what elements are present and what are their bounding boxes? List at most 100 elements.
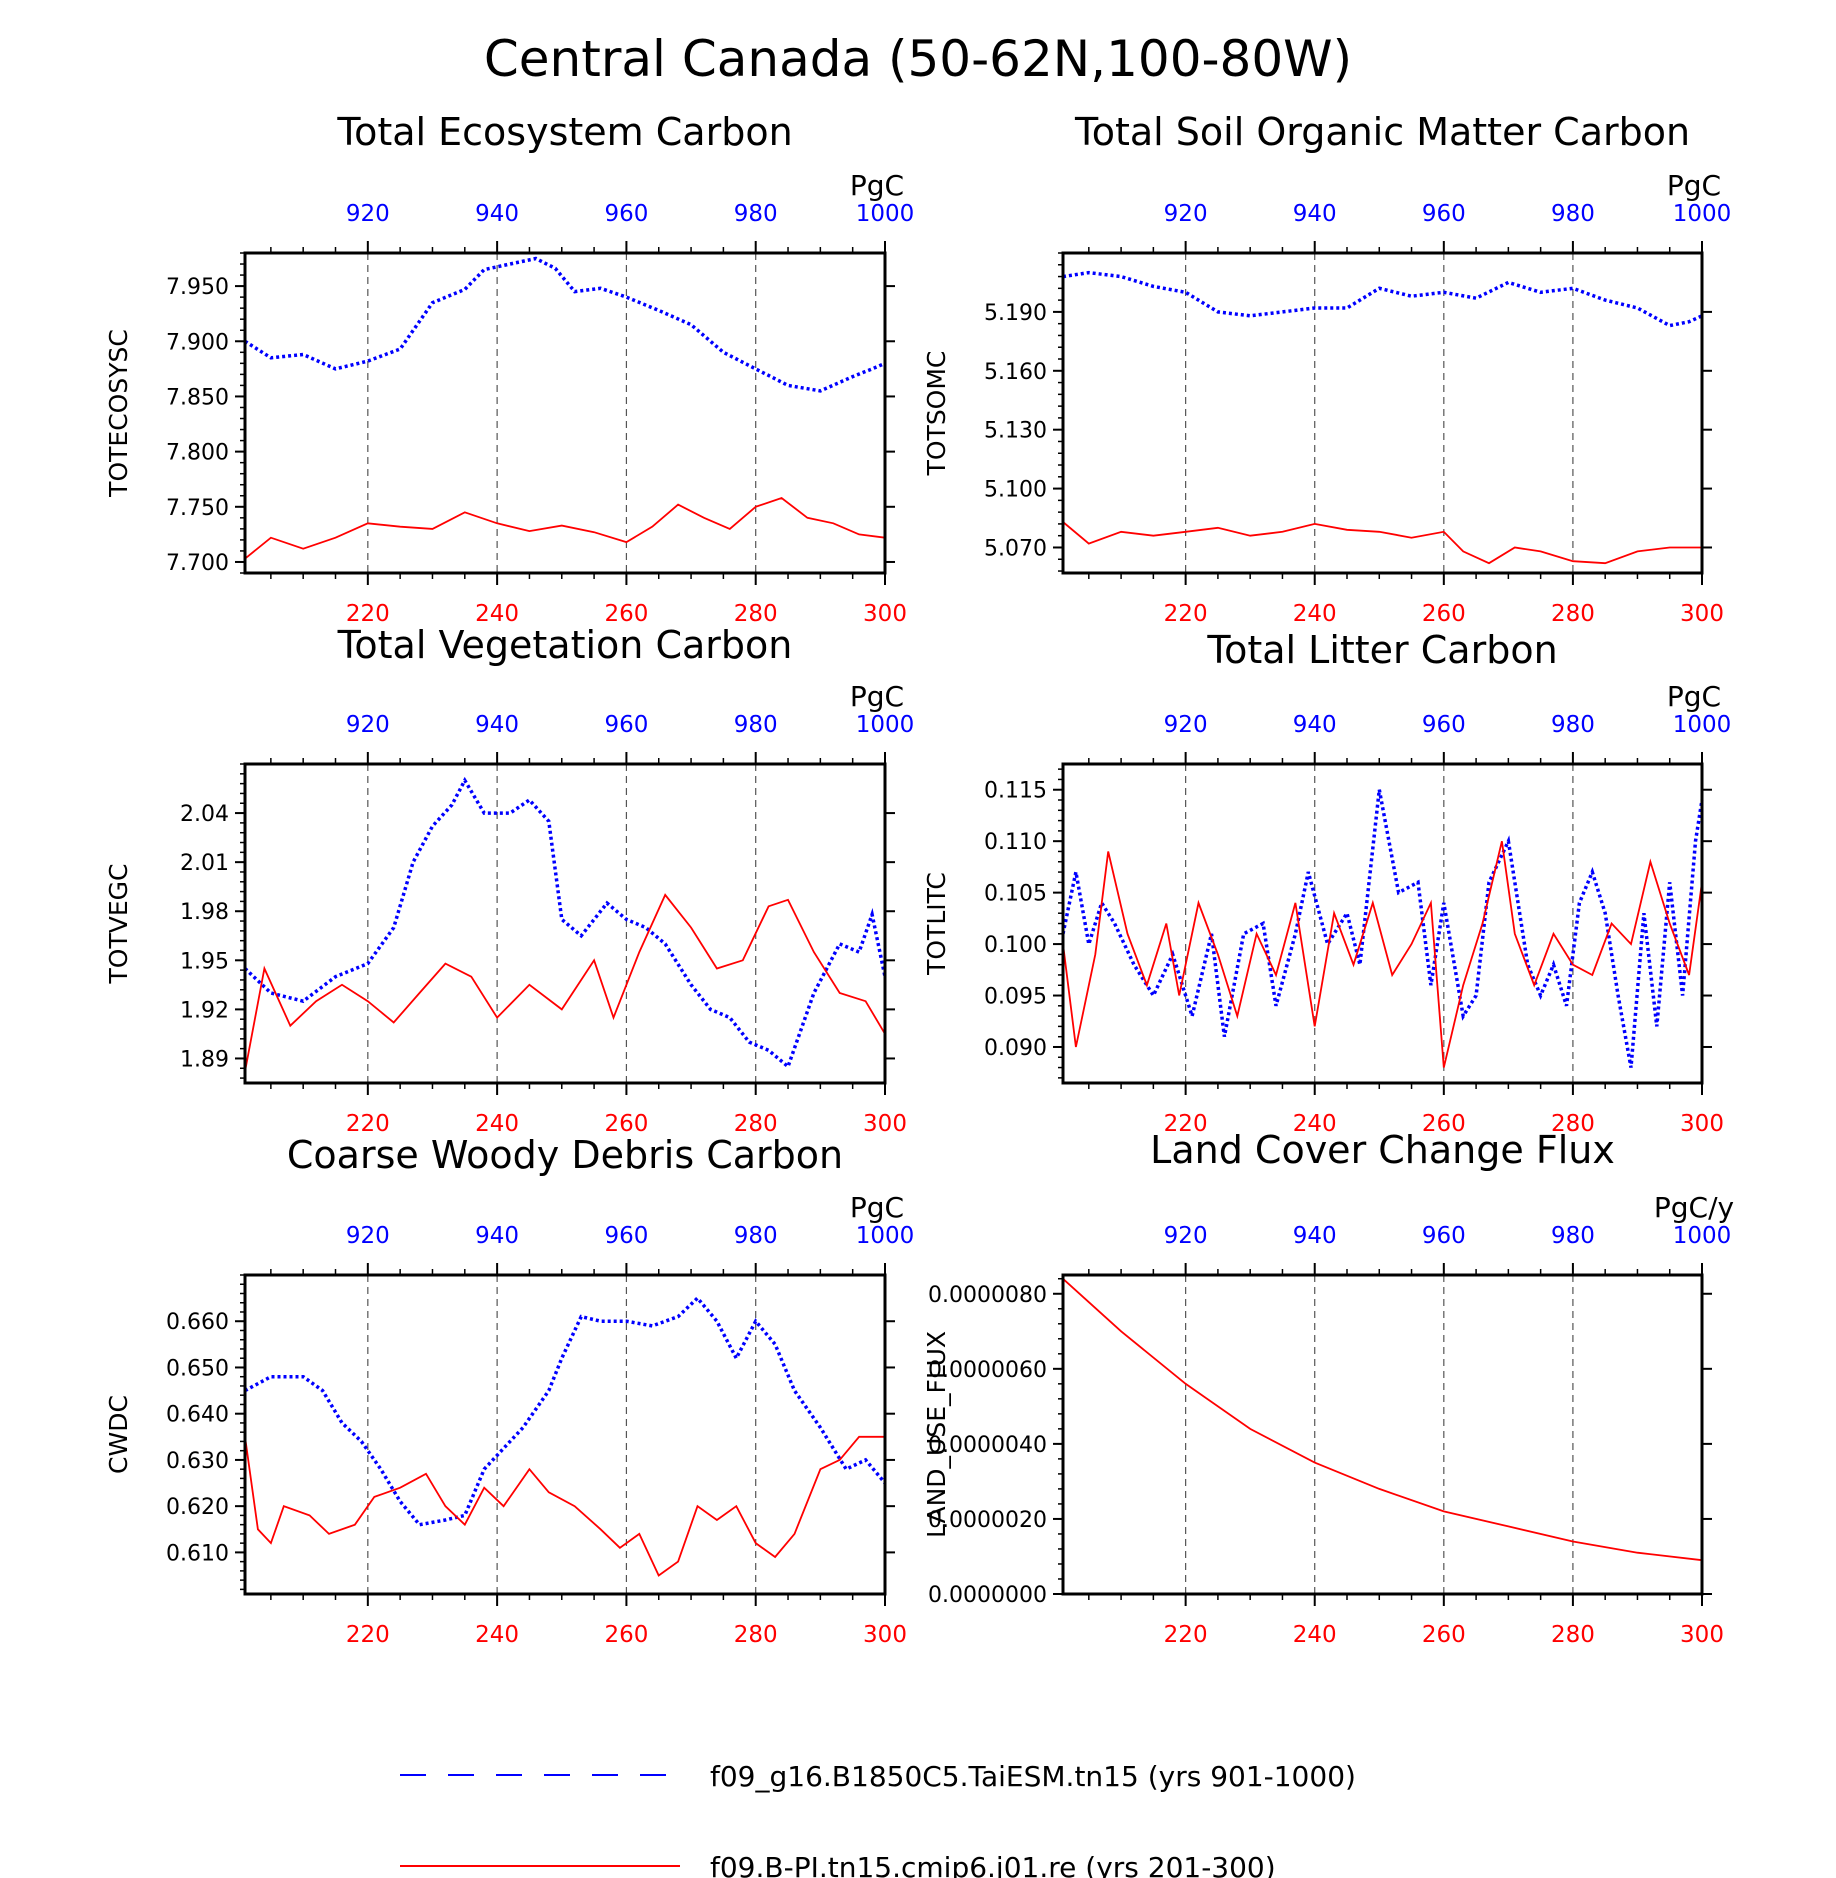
panel-title: Total Ecosystem Carbon	[336, 110, 792, 154]
x-tick-label-top: 940	[1293, 201, 1337, 227]
y-tick-label: 1.89	[180, 1047, 229, 1072]
series-line-blue	[244, 256, 886, 393]
y-tick-label: 0.090	[984, 1036, 1047, 1061]
x-tick-label-bottom: 260	[604, 1622, 648, 1648]
panel-title: Total Soil Organic Matter Carbon	[1074, 110, 1690, 154]
series-line-blue	[1062, 270, 1703, 328]
x-tick-label-bottom: 220	[346, 1622, 390, 1648]
x-tick-label-bottom: 220	[346, 601, 390, 627]
unit-label: PgC	[1667, 680, 1721, 713]
y-tick-label: 7.950	[166, 275, 229, 300]
x-tick-label-bottom: 280	[1551, 1622, 1595, 1648]
x-tick-label-bottom: 260	[604, 1111, 648, 1137]
plot-frame	[243, 1273, 887, 1596]
y-tick-label: 7.900	[166, 330, 229, 355]
x-tick-label-top: 980	[734, 201, 778, 227]
series-line-red	[1062, 521, 1702, 565]
panels: Total Ecosystem Carbon 7.700 7.750 7.800 7.8…	[104, 110, 1734, 1648]
y-tick-label: 0.095	[984, 985, 1047, 1010]
x-tick-label-top: 920	[1164, 1223, 1208, 1249]
y-tick-label: 0.105	[984, 882, 1047, 907]
series-line-blue	[244, 1295, 887, 1527]
x-tick-label-top: 1000	[856, 712, 915, 738]
x-tick-label-top: 960	[604, 712, 648, 738]
x-tick-label-top: 940	[1293, 1223, 1337, 1249]
x-tick-label-bottom: 240	[1293, 1111, 1337, 1137]
x-tick-label-bottom: 280	[734, 601, 778, 627]
x-tick-label-bottom: 300	[863, 1622, 907, 1648]
panel-6: Land Cover Change Flux 0.0000000 0.0000020…	[922, 1128, 1734, 1648]
figure-title: Central Canada (50-62N,100-80W)	[484, 30, 1352, 88]
panel-5: Coarse Woody Debris Carbon 0.610 0.620 0.63…	[104, 1133, 914, 1648]
y-tick-label: 1.98	[180, 900, 229, 925]
panel-3: Total Vegetation Carbon 1.89 1.92 1.95 1.98 2…	[104, 623, 914, 1137]
plot-frame	[243, 251, 887, 575]
y-tick-label: 0.650	[166, 1356, 229, 1381]
y-tick-label: 1.95	[180, 949, 229, 974]
x-tick-label-top: 980	[1551, 1223, 1595, 1249]
series-line-red	[244, 496, 886, 560]
panel-title: Total Litter Carbon	[1206, 628, 1557, 672]
y-tick-label: 5.160	[984, 360, 1047, 385]
y-tick-label: 1.92	[180, 998, 229, 1023]
legend-label-0: f09_g16.B1850C5.TaiESM.tn15 (yrs 901-100…	[710, 1760, 1356, 1793]
y-tick-label: 0.0000060	[928, 1358, 1047, 1383]
x-tick-label-top: 1000	[1673, 712, 1732, 738]
x-tick-label-top: 1000	[856, 1223, 915, 1249]
y-tick-label: 0.620	[166, 1495, 229, 1520]
x-tick-label-bottom: 240	[1293, 1622, 1337, 1648]
x-tick-label-bottom: 240	[475, 1111, 519, 1137]
panel-title: Total Vegetation Carbon	[337, 623, 793, 667]
legend-label-1: f09.B-PI.tn15.cmip6.j01.re (yrs 201-300)	[710, 1851, 1276, 1878]
unit-label: PgC	[850, 680, 904, 713]
y-tick-label: 2.01	[180, 851, 229, 876]
series-line-blue	[243, 776, 887, 1070]
unit-label: PgC/y	[1654, 1191, 1734, 1224]
y-tick-label: 2.04	[180, 802, 229, 827]
panel-2: Total Soil Organic Matter Carbon 5.070 5.1…	[922, 110, 1731, 627]
plot-frame	[243, 762, 887, 1085]
panel-title: Coarse Woody Debris Carbon	[287, 1133, 843, 1177]
series-line-red	[244, 1435, 885, 1577]
x-tick-label-bottom: 240	[475, 601, 519, 627]
y-tick-label: 0.640	[166, 1403, 229, 1428]
y-tick-label: 0.110	[984, 830, 1047, 855]
y-tick-label: 0.660	[166, 1310, 229, 1335]
x-tick-label-top: 940	[475, 712, 519, 738]
x-tick-label-bottom: 280	[1551, 601, 1595, 627]
series-line-blue	[1061, 789, 1704, 1068]
x-tick-label-top: 920	[1164, 712, 1208, 738]
x-tick-label-top: 960	[1422, 201, 1466, 227]
x-tick-label-top: 960	[1422, 1223, 1466, 1249]
y-axis-label: LAND_USE_FLUX	[922, 1331, 951, 1538]
y-axis-label: CWDC	[104, 1395, 133, 1474]
y-tick-label: 7.700	[166, 551, 229, 576]
x-tick-label-bottom: 260	[604, 601, 648, 627]
y-tick-label: 7.750	[166, 496, 229, 521]
y-tick-label: 5.190	[984, 301, 1047, 326]
series-line-red	[244, 893, 886, 1072]
x-tick-label-bottom: 260	[1422, 601, 1466, 627]
x-tick-label-top: 920	[346, 712, 390, 738]
y-tick-label: 0.0000080	[928, 1283, 1047, 1308]
x-tick-label-top: 940	[475, 1223, 519, 1249]
x-tick-label-top: 940	[1293, 712, 1337, 738]
x-tick-label-bottom: 280	[734, 1111, 778, 1137]
x-tick-label-bottom: 240	[475, 1622, 519, 1648]
x-tick-label-bottom: 280	[1551, 1111, 1595, 1137]
plot-frame	[1061, 1273, 1704, 1596]
y-tick-label: 0.0000040	[928, 1433, 1047, 1458]
x-tick-label-bottom: 240	[1293, 601, 1337, 627]
series-line-red	[1062, 840, 1703, 1068]
y-axis-label: TOTVEGC	[104, 864, 133, 985]
x-tick-label-top: 980	[1551, 201, 1595, 227]
y-tick-label: 0.0000000	[928, 1583, 1047, 1608]
y-tick-label: 0.610	[166, 1541, 229, 1566]
y-tick-label: 5.070	[984, 536, 1047, 561]
plot-frame	[1061, 762, 1704, 1085]
x-tick-label-top: 980	[734, 712, 778, 738]
x-tick-label-top: 920	[346, 201, 390, 227]
legend: f09_g16.B1850C5.TaiESM.tn15 (yrs 901-100…	[400, 1760, 1356, 1878]
x-tick-label-top: 960	[604, 1223, 648, 1249]
